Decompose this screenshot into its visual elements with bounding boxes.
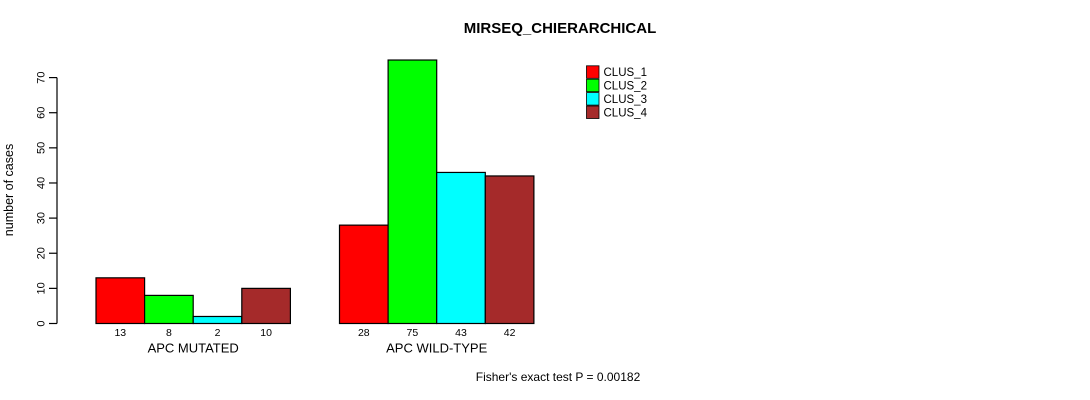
bar-value-label: 75 <box>407 327 419 339</box>
bar-value-label: 2 <box>215 327 221 339</box>
bar-value-label: 28 <box>358 327 370 339</box>
bar-clus_3-group1 <box>192 315 243 325</box>
bar-value-labels: 13 8 2 10 28 75 43 42 <box>114 327 515 339</box>
y-axis-tick-label: 30 <box>36 212 48 224</box>
y-axis-tick-label: 40 <box>36 177 48 189</box>
y-axis-tick-label: 0 <box>36 320 48 326</box>
legend-label-clus_1: CLUS_1 <box>604 67 647 79</box>
bar-value-label: 13 <box>114 327 126 339</box>
y-axis-tick-label: 70 <box>36 71 48 83</box>
bar-value-label: 8 <box>166 327 172 339</box>
y-axis: 0 10 20 30 40 50 60 70 <box>36 71 58 327</box>
y-axis-tick-label: 10 <box>36 282 48 294</box>
bar-value-label: 10 <box>260 327 272 339</box>
category-labels: APC MUTATED APC WILD-TYPE <box>148 341 488 356</box>
y-axis-tick-label: 20 <box>36 247 48 259</box>
legend-swatch-clus_3 <box>586 92 600 106</box>
category-label: APC MUTATED <box>148 341 239 356</box>
legend-swatch-clus_1 <box>586 65 600 79</box>
y-axis-label: number of cases <box>2 144 16 236</box>
legend-swatch-clus_2 <box>586 78 600 93</box>
bar-clus_2-group2 <box>387 59 438 325</box>
bar-clus_4-group2 <box>484 175 535 325</box>
bar-clus_1-group1 <box>95 277 146 325</box>
bar-clus_3-group2 <box>436 171 486 325</box>
bar-value-label: 43 <box>455 327 467 339</box>
legend-label-clus_4: CLUS_4 <box>604 107 648 119</box>
bar-value-label: 42 <box>504 327 516 339</box>
bars-group <box>95 59 535 325</box>
bar-clus_1-group2 <box>338 224 389 325</box>
legend-label-clus_2: CLUS_2 <box>604 81 647 93</box>
chart-title: MIRSEQ_CHIERARCHICAL <box>464 20 657 37</box>
y-axis-tick-label: 60 <box>36 107 48 119</box>
legend-swatch-clus_4 <box>586 105 600 119</box>
y-axis-tick-label: 50 <box>36 142 48 154</box>
bar-clus_4-group1 <box>241 287 292 325</box>
category-label: APC WILD-TYPE <box>386 341 487 356</box>
fisher-annotation: Fisher's exact test P = 0.00182 <box>476 370 641 384</box>
legend-label-clus_3: CLUS_3 <box>604 94 647 106</box>
bar-clus_2-group1 <box>144 294 194 325</box>
